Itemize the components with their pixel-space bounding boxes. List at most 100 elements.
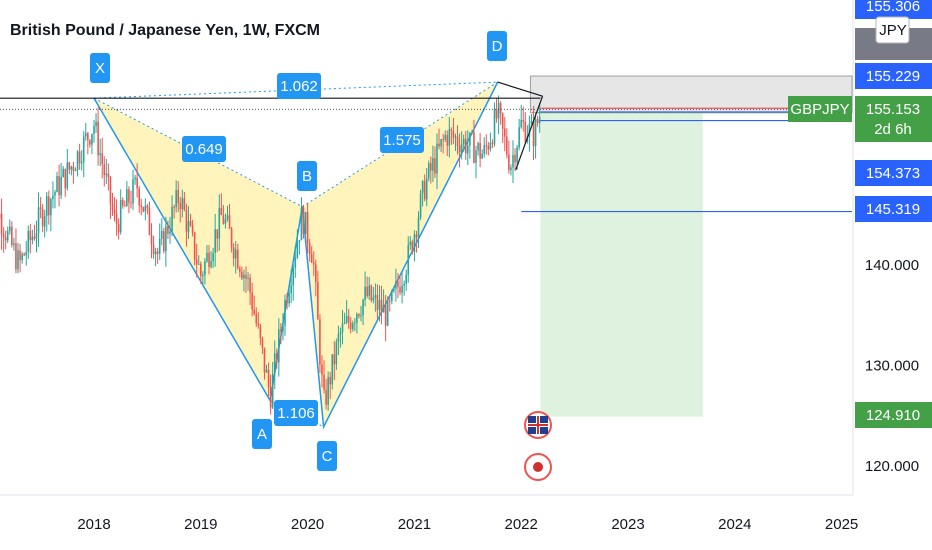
countdown-label: 2d 6h <box>874 121 912 138</box>
candle-body <box>208 252 210 267</box>
candle-body <box>62 168 64 177</box>
candle-body <box>351 323 354 330</box>
candle-body <box>87 133 89 141</box>
candle-body <box>452 130 455 138</box>
candle-body <box>126 189 128 207</box>
symbol-badge-box <box>788 96 852 122</box>
time-tick-label: 2022 <box>505 516 538 533</box>
candle-body <box>146 205 149 208</box>
candle-body <box>475 150 477 163</box>
candle-body <box>261 337 264 348</box>
time-tick-label: 2023 <box>611 516 644 533</box>
candle-body <box>230 228 233 248</box>
candle-body <box>239 268 241 273</box>
candle-body <box>382 305 385 313</box>
candle-body <box>409 241 412 246</box>
candle-body <box>179 203 182 210</box>
candle-body <box>214 229 216 253</box>
candle-body <box>360 315 362 317</box>
candle-body <box>150 234 153 245</box>
candle-body <box>532 120 535 146</box>
candle-body <box>446 135 449 146</box>
candle-body <box>82 136 85 163</box>
candle-body <box>253 309 255 314</box>
candle-body <box>278 329 280 363</box>
candle-body <box>251 292 253 310</box>
candle-body <box>306 212 309 244</box>
candle-body <box>11 226 13 246</box>
candle-body <box>317 281 319 320</box>
time-tick-label: 2019 <box>184 516 217 533</box>
candle-body <box>341 323 344 333</box>
candle-body <box>8 226 11 231</box>
candle-body <box>391 291 393 301</box>
candle-body <box>154 251 157 255</box>
candle-body <box>403 283 405 286</box>
candle-body <box>204 261 206 276</box>
candle-body <box>193 232 196 260</box>
candle-body <box>218 207 221 239</box>
candle-body <box>520 119 522 128</box>
candle-body <box>349 322 352 330</box>
candle-body <box>401 285 403 293</box>
candle-body <box>464 138 467 154</box>
candle-body <box>450 129 453 131</box>
candle-body <box>325 389 327 405</box>
candle-body <box>273 353 276 375</box>
pattern-point-b-text: B <box>302 168 312 185</box>
candle-body <box>495 109 498 119</box>
price-badge-label: 145.319 <box>866 201 920 218</box>
candle-body <box>216 229 219 239</box>
candle-body <box>393 288 395 292</box>
candle-body <box>234 249 237 259</box>
candle-body <box>479 143 481 159</box>
price-badge <box>855 402 932 428</box>
price-badge-label: 155.229 <box>866 68 920 85</box>
candle-body <box>374 294 377 298</box>
candle-body <box>335 341 338 365</box>
candle-body <box>257 323 260 326</box>
candle-body <box>70 166 73 170</box>
currency-selector[interactable] <box>875 16 910 44</box>
candle-body <box>195 259 198 265</box>
wedge-upper-line <box>497 81 543 97</box>
candle-body <box>200 263 202 277</box>
candle-body <box>93 126 95 135</box>
candle-body <box>165 226 167 252</box>
candle-body <box>247 277 249 279</box>
candle-body <box>427 163 430 179</box>
price-badge <box>855 0 932 19</box>
pattern-point-c-text: C <box>322 448 333 465</box>
candle-body <box>60 176 62 196</box>
candle-body <box>456 136 459 146</box>
candle-body <box>173 206 175 208</box>
candle-body <box>255 313 258 324</box>
candle-body <box>187 221 190 232</box>
candle-body <box>399 287 401 293</box>
candle-body <box>516 147 518 163</box>
price-badge <box>855 63 932 89</box>
candle-body <box>134 177 136 180</box>
candle-body <box>45 196 48 217</box>
candle-body <box>284 300 286 326</box>
candle-body <box>23 253 25 256</box>
candle-body <box>362 299 364 316</box>
candle-body <box>485 145 488 147</box>
candle-body <box>160 231 163 239</box>
candle-body <box>263 347 266 373</box>
candle-body <box>52 195 54 200</box>
ratio-label-text: 1.106 <box>277 405 315 422</box>
candle-body <box>43 216 46 227</box>
price-badge-label: 154.373 <box>866 165 920 182</box>
candle-body <box>167 226 169 234</box>
candle-body <box>84 133 87 137</box>
chart-title: British Pound / Japanese Yen, 1W, FXCM <box>10 22 320 39</box>
candle-body <box>117 224 120 233</box>
candle-body <box>144 205 147 212</box>
candle-body <box>228 215 231 229</box>
candle-body <box>27 230 30 252</box>
candle-body <box>48 196 50 216</box>
candle-body <box>130 202 132 204</box>
candle-body <box>158 238 161 254</box>
